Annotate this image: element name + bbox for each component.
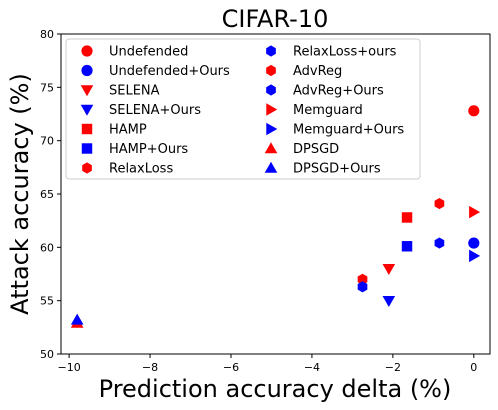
point-undefended [468, 105, 480, 117]
legend-label: DPSGD+Ours [293, 162, 381, 177]
legend: Undefended Undefended+Ours SELENA SELENA+Ou… [65, 38, 421, 180]
legend-label: Undefended+Ours [109, 64, 230, 79]
point-memguard-ours [469, 249, 481, 263]
x-tick-label: −10 [57, 361, 80, 374]
point-relaxloss [357, 273, 368, 285]
legend-label: HAMP [109, 123, 147, 138]
x-tick-label: −2 [385, 361, 401, 374]
point-advreg-ours [434, 237, 445, 249]
point-dpsgd-ours [70, 313, 84, 325]
y-tick-label: 70 [40, 135, 54, 148]
legend-marker [80, 104, 94, 116]
point-hamp [401, 212, 413, 223]
legend-marker [266, 84, 276, 96]
x-tick-label: −6 [223, 361, 239, 374]
x-axis-title: Prediction accuracy delta (%) [99, 375, 452, 403]
legend-marker [266, 122, 278, 136]
chart-title: CIFAR-10 [222, 5, 329, 33]
y-tick-label: 75 [40, 81, 54, 94]
y-axis-title: Attack accuracy (%) [6, 73, 34, 315]
legend-label: Undefended [109, 45, 188, 60]
legend-label: SELENA+Ours [109, 103, 201, 118]
legend-label: RelaxLoss [109, 162, 173, 177]
y-tick-label: 60 [40, 241, 54, 254]
legend-marker [266, 103, 278, 116]
legend-marker [81, 45, 93, 57]
legend-marker [264, 142, 278, 154]
legend-marker [81, 64, 93, 77]
legend-marker [81, 123, 93, 135]
legend-label: Memguard+Ours [293, 123, 404, 138]
legend-label: AdvReg [293, 64, 342, 79]
x-tick-label: −8 [142, 361, 158, 374]
y-tick-label: 55 [40, 295, 54, 308]
point-memguard [469, 205, 481, 219]
legend-marker [80, 85, 94, 97]
legend-marker [81, 143, 93, 154]
legend-label: HAMP+Ours [109, 142, 188, 157]
y-tick-label: 80 [40, 28, 54, 41]
point-selena [382, 263, 396, 275]
legend-marker [82, 162, 92, 174]
axis-ticks: −10 −8 −6 −4 −2 0 50 55 60 65 70 75 80 [40, 28, 477, 374]
legend-marker [266, 45, 276, 57]
y-tick-label: 50 [40, 348, 54, 361]
legend-label: Memguard [293, 103, 363, 118]
legend-marker [264, 161, 278, 173]
legend-label: AdvReg+Ours [293, 84, 384, 99]
legend-label: DPSGD [293, 142, 339, 157]
legend-label: SELENA [109, 84, 160, 99]
x-tick-label: 0 [470, 361, 477, 374]
point-relaxloss-ours [357, 281, 368, 293]
y-tick-label: 65 [40, 188, 54, 201]
point-selena-ours [382, 295, 396, 307]
point-advreg [434, 198, 445, 210]
data-points [70, 105, 481, 328]
legend-label: RelaxLoss+ours [293, 45, 397, 60]
point-undefended-ours [468, 237, 480, 249]
point-hamp-ours [401, 241, 413, 252]
legend-marker [266, 64, 276, 77]
legend-box [65, 38, 421, 180]
x-tick-label: −4 [304, 361, 320, 374]
